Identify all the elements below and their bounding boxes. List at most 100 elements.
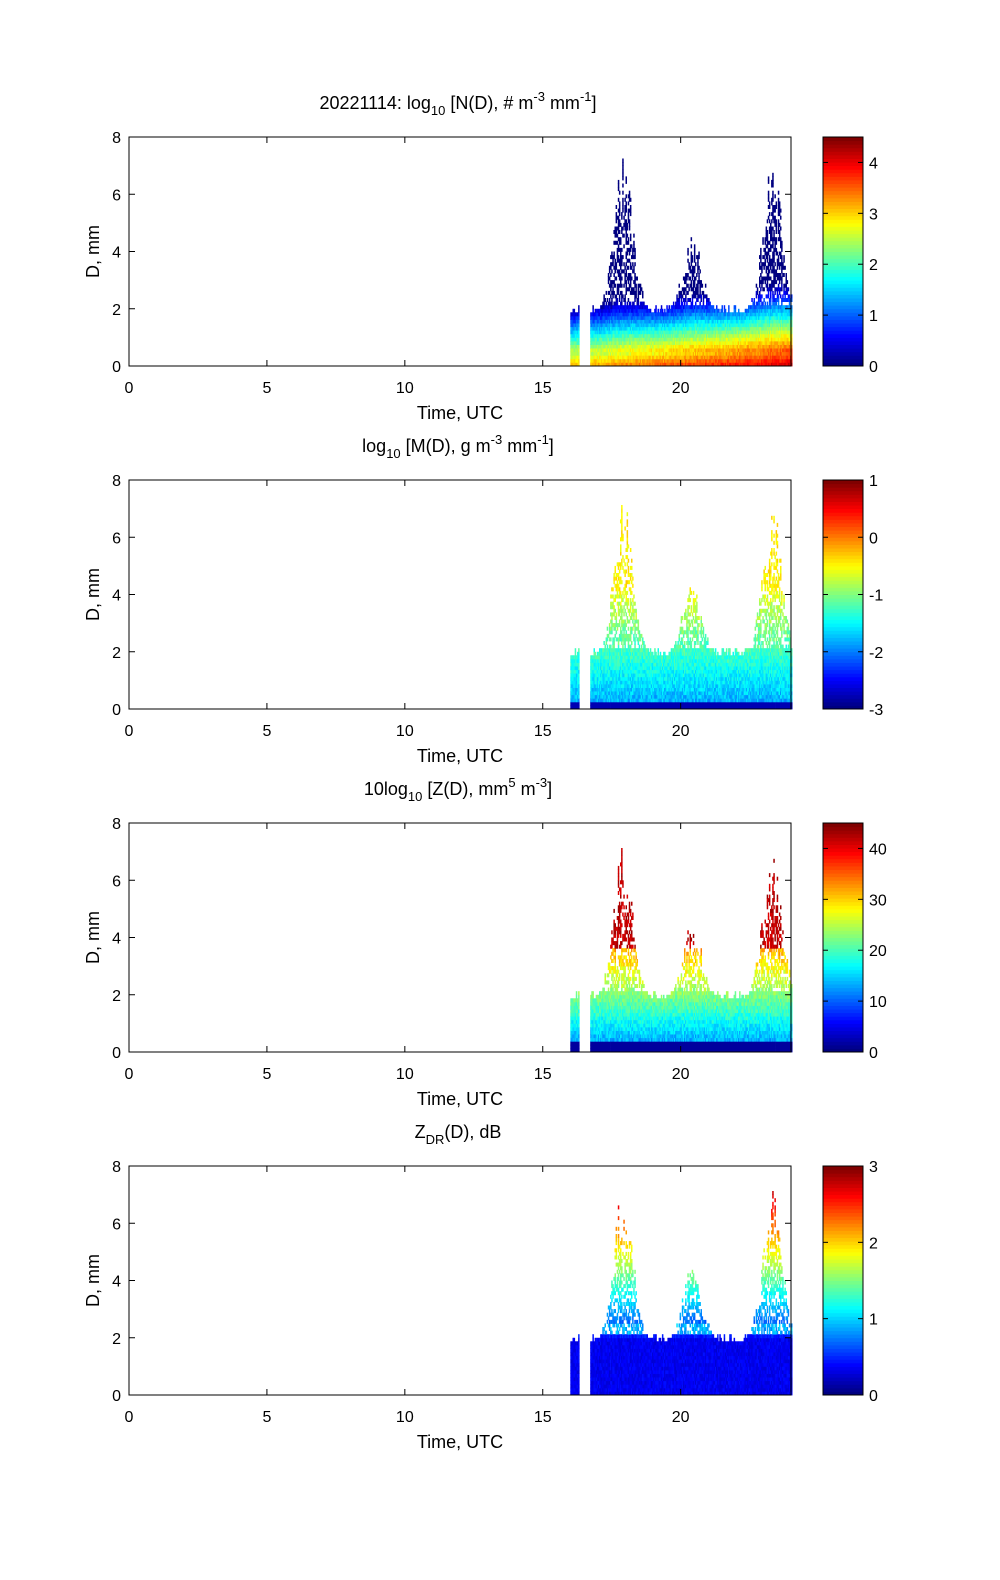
heatmap-cell — [627, 305, 630, 310]
heatmap-cell — [732, 330, 734, 335]
heatmap-cell — [686, 341, 688, 345]
heatmap-cell — [624, 315, 626, 320]
heatmap-cell — [572, 312, 574, 317]
heatmap-cell — [771, 230, 773, 234]
heatmap-cell — [780, 305, 782, 310]
heatmap-cell — [652, 344, 654, 349]
heatmap-cell — [578, 662, 580, 667]
heatmap-cell — [780, 355, 782, 360]
heatmap-cell — [599, 362, 601, 367]
heatmap-cell — [615, 215, 618, 220]
heatmap-cell — [760, 323, 762, 328]
heatmap-cell — [638, 283, 641, 288]
heatmap-cell — [782, 358, 784, 363]
heatmap-cell — [622, 701, 624, 706]
heatmap-cell — [697, 298, 699, 302]
heatmap-cell — [780, 215, 782, 220]
colorbar-step — [823, 355, 863, 360]
heatmap-cell — [624, 676, 626, 681]
heatmap-cell — [621, 648, 623, 653]
heatmap-cell — [599, 680, 601, 685]
heatmap-cell — [771, 183, 773, 188]
heatmap-cell — [613, 644, 615, 649]
heatmap-cell — [693, 283, 696, 288]
heatmap-cell — [643, 355, 645, 360]
heatmap-cell — [622, 355, 624, 360]
heatmap-cell — [665, 358, 667, 363]
heatmap-cell — [720, 358, 722, 363]
heatmap-cell — [621, 562, 623, 567]
heatmap-cell — [755, 305, 758, 310]
heatmap-cell — [783, 308, 785, 313]
heatmap-cell — [657, 362, 659, 367]
heatmap-cell — [623, 673, 625, 678]
heatmap-cell — [772, 269, 774, 274]
heatmap-cell — [684, 351, 686, 356]
heatmap-cell — [701, 323, 704, 328]
heatmap-cell — [711, 348, 714, 353]
heatmap-cell — [671, 362, 674, 367]
heatmap-cell — [772, 362, 774, 367]
heatmap-cell — [572, 355, 574, 360]
heatmap-cell — [623, 298, 625, 302]
heatmap-cell — [618, 355, 621, 360]
heatmap-cell — [592, 362, 594, 367]
heatmap-cell — [749, 330, 751, 335]
heatmap-cell — [759, 283, 761, 288]
heatmap-cell — [597, 698, 600, 703]
heatmap-cell — [590, 333, 592, 338]
heatmap-cell — [766, 312, 769, 317]
heatmap-cell — [676, 298, 678, 302]
heatmap-cell — [605, 637, 608, 642]
heatmap-cell — [611, 655, 613, 660]
heatmap-cell — [626, 276, 629, 281]
heatmap-cell — [621, 308, 623, 313]
heatmap-cell — [621, 662, 623, 667]
heatmap-cell — [631, 315, 633, 320]
heatmap-cell — [578, 341, 580, 345]
heatmap-cell — [753, 344, 755, 349]
heatmap-cell — [689, 269, 691, 274]
heatmap-cell — [681, 348, 684, 353]
heatmap-cell — [700, 330, 702, 335]
heatmap-cell — [622, 323, 624, 328]
heatmap-cell — [696, 308, 698, 313]
heatmap-cell — [785, 319, 787, 324]
heatmap-cell — [777, 308, 780, 313]
heatmap-cell — [611, 323, 613, 328]
heatmap-cell — [741, 358, 743, 363]
heatmap-cell — [570, 362, 572, 367]
heatmap-cell — [648, 315, 651, 320]
heatmap-cell — [626, 312, 629, 317]
heatmap-cell — [607, 648, 610, 653]
heatmap-cell — [624, 637, 626, 642]
heatmap-cell — [570, 358, 572, 363]
heatmap-cell — [707, 344, 709, 349]
heatmap-cell — [618, 562, 621, 567]
heatmap-cell — [745, 344, 748, 349]
heatmap-cell — [697, 362, 699, 367]
heatmap-cell — [721, 312, 723, 317]
heatmap-cell — [606, 355, 609, 360]
heatmap-cell — [672, 323, 675, 328]
heatmap-cell — [616, 623, 619, 628]
heatmap-cell — [618, 230, 621, 234]
heatmap-cell — [695, 348, 697, 353]
heatmap-cell — [618, 648, 621, 653]
heatmap-cell — [610, 294, 612, 299]
heatmap-cell — [644, 355, 646, 360]
heatmap-cell — [621, 530, 623, 535]
heatmap-cell — [708, 326, 710, 331]
heatmap-cell — [613, 612, 615, 617]
heatmap-cell — [604, 315, 606, 320]
heatmap-cell — [593, 312, 595, 317]
heatmap-cell — [700, 298, 702, 302]
heatmap-cell — [767, 355, 770, 360]
heatmap-cell — [572, 315, 574, 320]
heatmap-cell — [775, 362, 778, 367]
heatmap-cell — [596, 680, 599, 685]
heatmap-cell — [775, 344, 778, 349]
heatmap-cell — [676, 312, 678, 317]
heatmap-cell — [617, 197, 620, 202]
heatmap-cell — [610, 666, 612, 671]
